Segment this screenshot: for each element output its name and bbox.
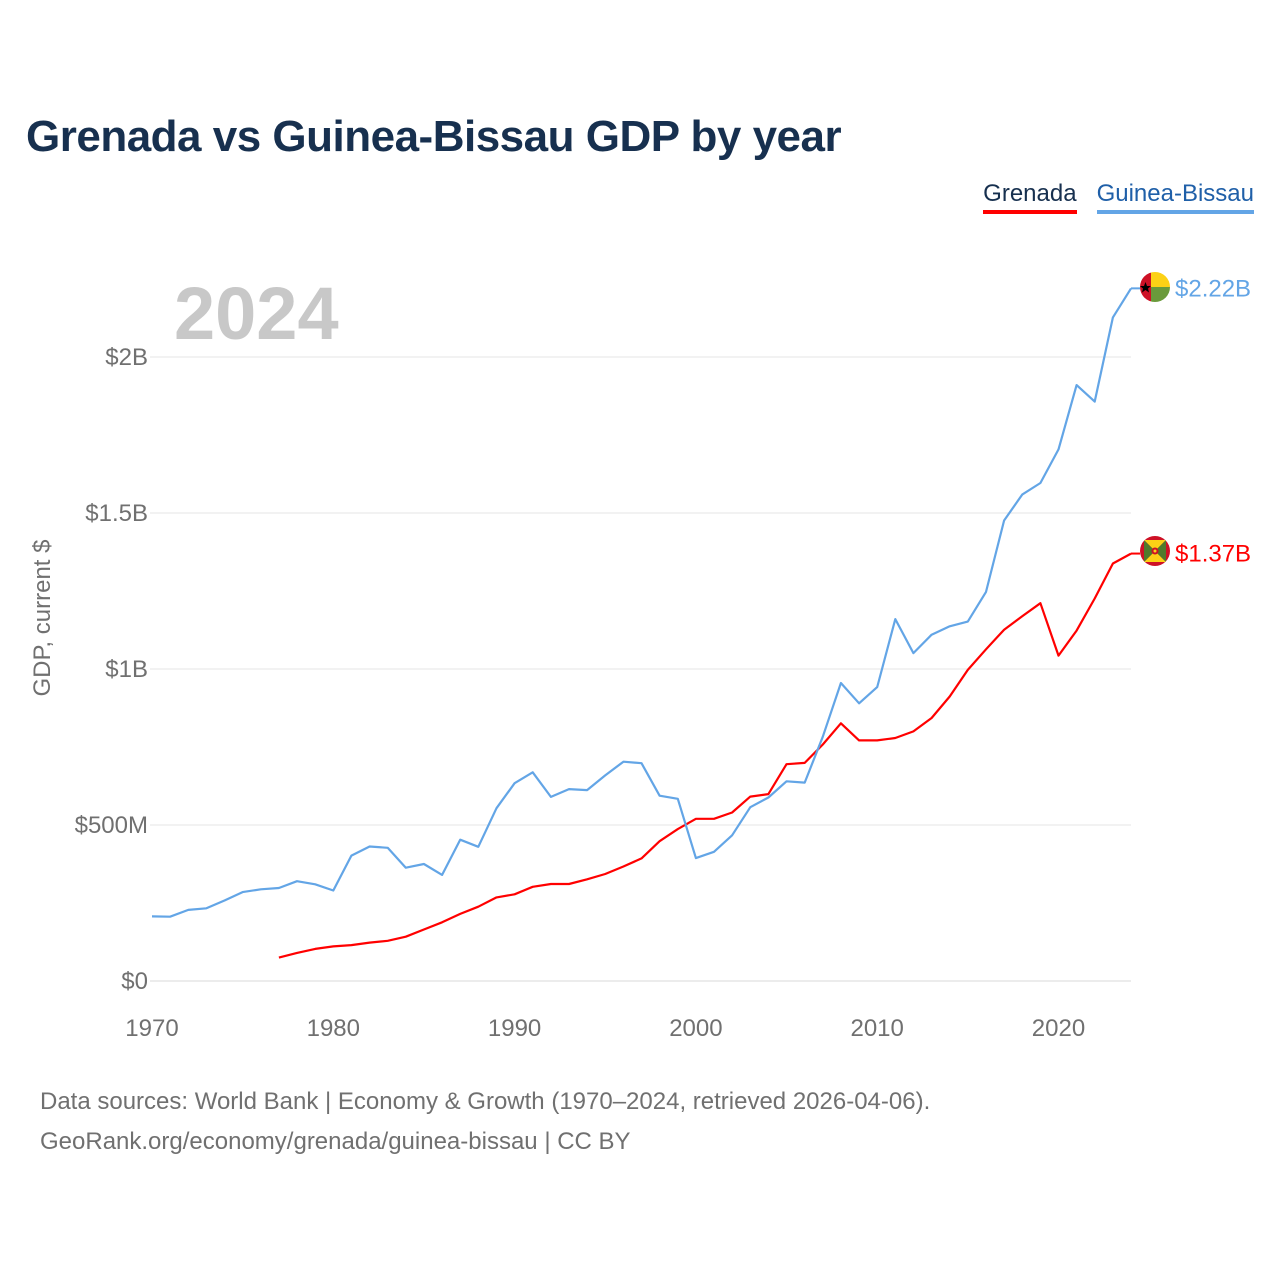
grenada-flag-icon xyxy=(1140,536,1170,566)
source-link[interactable]: GeoRank.org/economy/grenada/guinea-bissa… xyxy=(40,1128,631,1155)
y-axis: $0 $500M $1B $1.5B $2B xyxy=(75,344,148,995)
x-tick-label: 2000 xyxy=(669,1015,722,1042)
y-tick-label: $500M xyxy=(75,812,148,839)
y-tick-label: $0 xyxy=(121,968,148,995)
y-tick-label: $1.5B xyxy=(85,500,148,527)
series-lines: $1.37B $2.22B xyxy=(151,275,1251,959)
x-axis: 1970 1980 1990 2000 2010 2020 xyxy=(125,1015,1085,1042)
data-sources-text: Data sources: World Bank | Economy & Gro… xyxy=(40,1088,931,1115)
guinea-bissau-flag-icon xyxy=(1140,272,1170,302)
x-tick-label: 2010 xyxy=(850,1015,903,1042)
footer: Data sources: World Bank | Economy & Gro… xyxy=(40,1082,930,1162)
end-value-label-guinea-bissau: $2.22B xyxy=(1175,275,1251,302)
x-tick-label: 2020 xyxy=(1032,1015,1085,1042)
year-watermark: 2024 xyxy=(174,272,339,355)
y-axis-label: GDP, current $ xyxy=(29,540,56,697)
y-tick-label: $1B xyxy=(105,656,148,683)
gridlines xyxy=(150,356,1131,982)
series-line-grenada[interactable] xyxy=(278,552,1132,959)
y-tick-label: $2B xyxy=(105,344,148,371)
series-line-guinea-bissau[interactable] xyxy=(151,287,1132,918)
x-tick-label: 1990 xyxy=(488,1015,541,1042)
x-tick-label: 1980 xyxy=(307,1015,360,1042)
chart-title: Grenada vs Guinea-Bissau GDP by year xyxy=(26,112,842,161)
legend-item-guinea-bissau[interactable]: Guinea-Bissau xyxy=(1096,180,1254,214)
legend: Grenada Guinea-Bissau xyxy=(983,180,1254,214)
x-tick-label: 1970 xyxy=(125,1015,178,1042)
legend-item-grenada[interactable]: Grenada xyxy=(983,180,1077,214)
end-value-label-grenada: $1.37B xyxy=(1175,541,1251,568)
